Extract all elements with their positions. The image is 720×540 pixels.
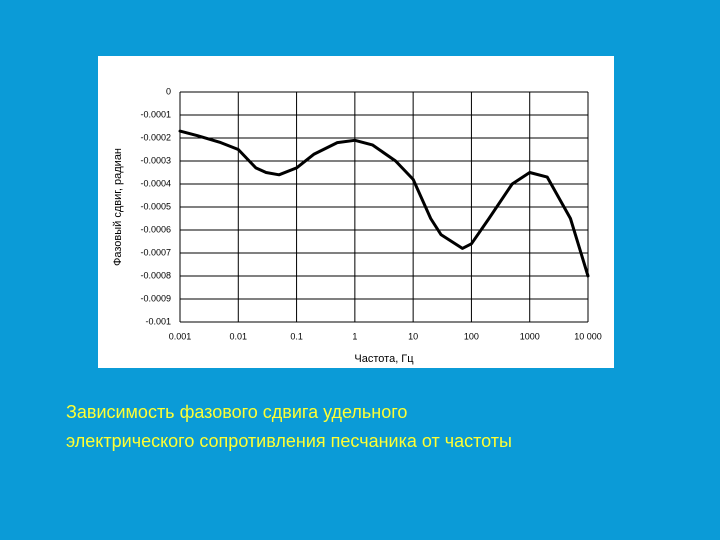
y-tick-label: -0.0004 <box>140 178 171 188</box>
data-line <box>178 129 590 278</box>
x-axis-label: Частота, Гц <box>354 353 414 365</box>
y-tick-label: -0.001 <box>145 316 171 326</box>
y-tick-label: -0.0005 <box>140 201 171 211</box>
x-tick-label: 0.001 <box>169 331 192 341</box>
y-tick-label: -0.0009 <box>140 293 171 303</box>
x-tick-label: 0.1 <box>290 331 303 341</box>
y-tick-label: 0 <box>166 86 171 96</box>
y-axis-label: Фазовый сдвиг, радиан <box>112 148 124 266</box>
x-tick-label: 100 <box>464 331 479 341</box>
x-tick-label: 10 000 <box>574 331 602 341</box>
y-tick-label: -0.0008 <box>140 270 171 280</box>
y-tick-label: -0.0002 <box>140 132 171 142</box>
y-tick-label: -0.0006 <box>140 224 171 234</box>
y-tick-label: -0.0007 <box>140 247 171 257</box>
y-tick-label: -0.0001 <box>140 109 171 119</box>
chart-panel <box>98 56 614 368</box>
x-tick-label: 10 <box>408 331 418 341</box>
y-tick-label: -0.0003 <box>140 155 171 165</box>
caption-line: Зависимость фазового сдвига удельного <box>66 402 407 422</box>
x-tick-label: 1 <box>352 331 357 341</box>
x-tick-label: 0.01 <box>230 331 248 341</box>
x-tick-label: 1000 <box>520 331 540 341</box>
caption-line: электрического сопротивления песчаника о… <box>66 431 512 451</box>
